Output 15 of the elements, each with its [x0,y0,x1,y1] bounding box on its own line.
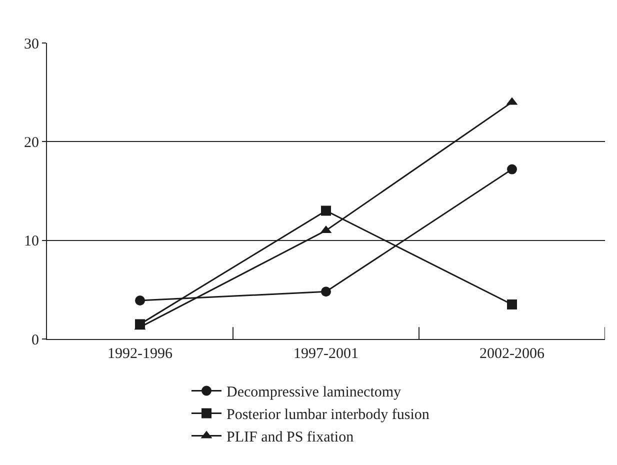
y-tick-label: 0 [32,332,39,348]
x-tick-label: 2002-2006 [480,346,545,362]
legend-label: Decompressive laminectomy [226,384,402,401]
point [507,164,517,174]
y-tick-label: 10 [24,234,39,250]
point [321,286,331,297]
point [321,206,331,216]
x-tick-label: 1997-2001 [294,346,358,362]
legend-label: PLIF and PS fixation [226,430,354,446]
legend-label: Posterior lumbar interbody fusion [226,407,430,424]
y-tick-label: 20 [24,134,39,151]
point [507,299,517,310]
y-tick-label: 30 [24,36,39,52]
x-tick-label: 1992-1996 [108,346,173,362]
point [135,296,145,306]
